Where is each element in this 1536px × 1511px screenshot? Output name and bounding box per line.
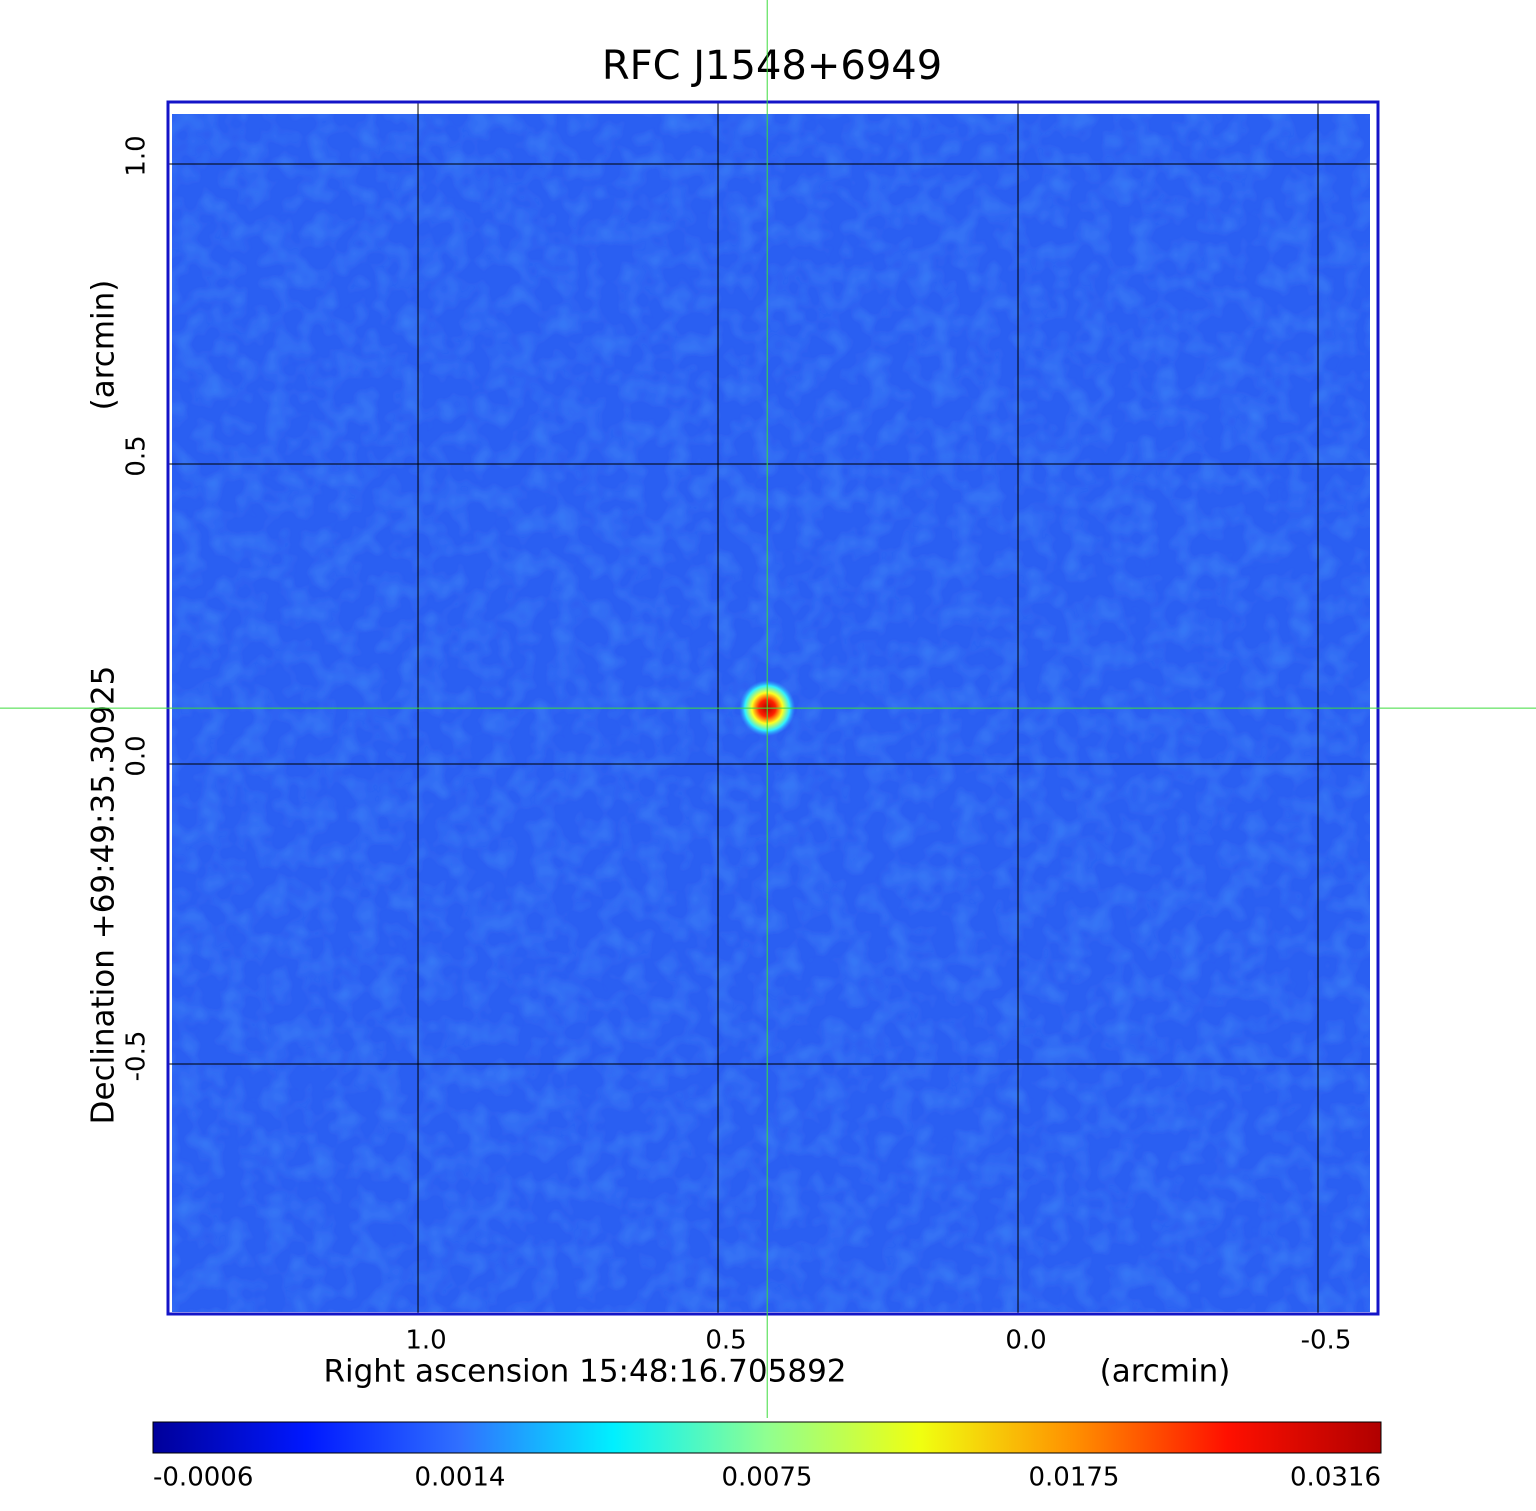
y-tick-label: 1.0 (122, 135, 152, 176)
x-tick-label: 1.0 (405, 1326, 446, 1356)
colorbar (152, 1421, 1382, 1454)
y-axis-label: Declination +69:49:35.30925 (86, 666, 122, 1125)
y-axis-unit: (arcmin) (86, 280, 122, 411)
chart-title: RFC J1548+6949 (602, 43, 942, 89)
y-tick-label: 0.5 (122, 435, 152, 476)
colorbar-tick-label: -0.0006 (153, 1463, 253, 1493)
colorbar-tick-label: 0.0316 (1290, 1463, 1381, 1493)
x-tick-label: 0.0 (1005, 1326, 1046, 1356)
x-axis-unit: (arcmin) (1100, 1354, 1231, 1390)
colorbar-tick-label: 0.0075 (722, 1463, 813, 1493)
x-tick-label: 0.5 (705, 1326, 746, 1356)
colorbar-tick-label: 0.0014 (415, 1463, 506, 1493)
x-tick-label: -0.5 (1301, 1326, 1352, 1356)
y-tick-label: -0.5 (122, 1031, 152, 1082)
colorbar-tick-label: 0.0175 (1029, 1463, 1120, 1493)
y-tick-label: 0.0 (122, 735, 152, 776)
x-axis-label: Right ascension 15:48:16.705892 (323, 1354, 846, 1390)
